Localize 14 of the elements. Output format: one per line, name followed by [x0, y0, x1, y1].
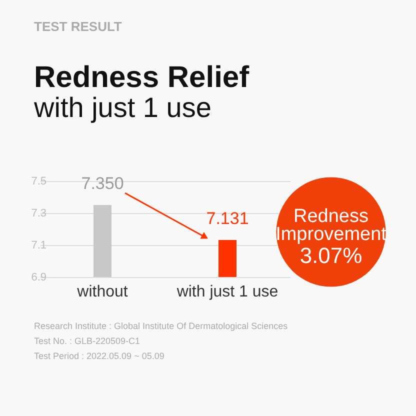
data-label: 7.350: [81, 174, 124, 193]
x-tick-label: without: [76, 284, 128, 300]
text: Test Period : 2022.05.09 ~ 05.09: [34, 351, 164, 361]
text: Research Institute : Global Institute Of Dermatological Sciences: [34, 321, 288, 331]
y-tick-label: 7.3: [31, 208, 46, 220]
chart-subtitle: with just 1 use: [33, 92, 212, 123]
data-label: 7.131: [206, 209, 249, 228]
text: TEST RESULT: [34, 19, 122, 34]
text: 3.07%: [300, 243, 362, 268]
y-tick-label: 7.5: [31, 176, 46, 188]
y-tick-label: 6.9: [31, 272, 46, 284]
text: Test No. : GLB-220509-C1: [34, 336, 140, 346]
y-tick-label: 7.1: [31, 240, 46, 252]
chart-title: Redness Relief: [34, 61, 250, 94]
